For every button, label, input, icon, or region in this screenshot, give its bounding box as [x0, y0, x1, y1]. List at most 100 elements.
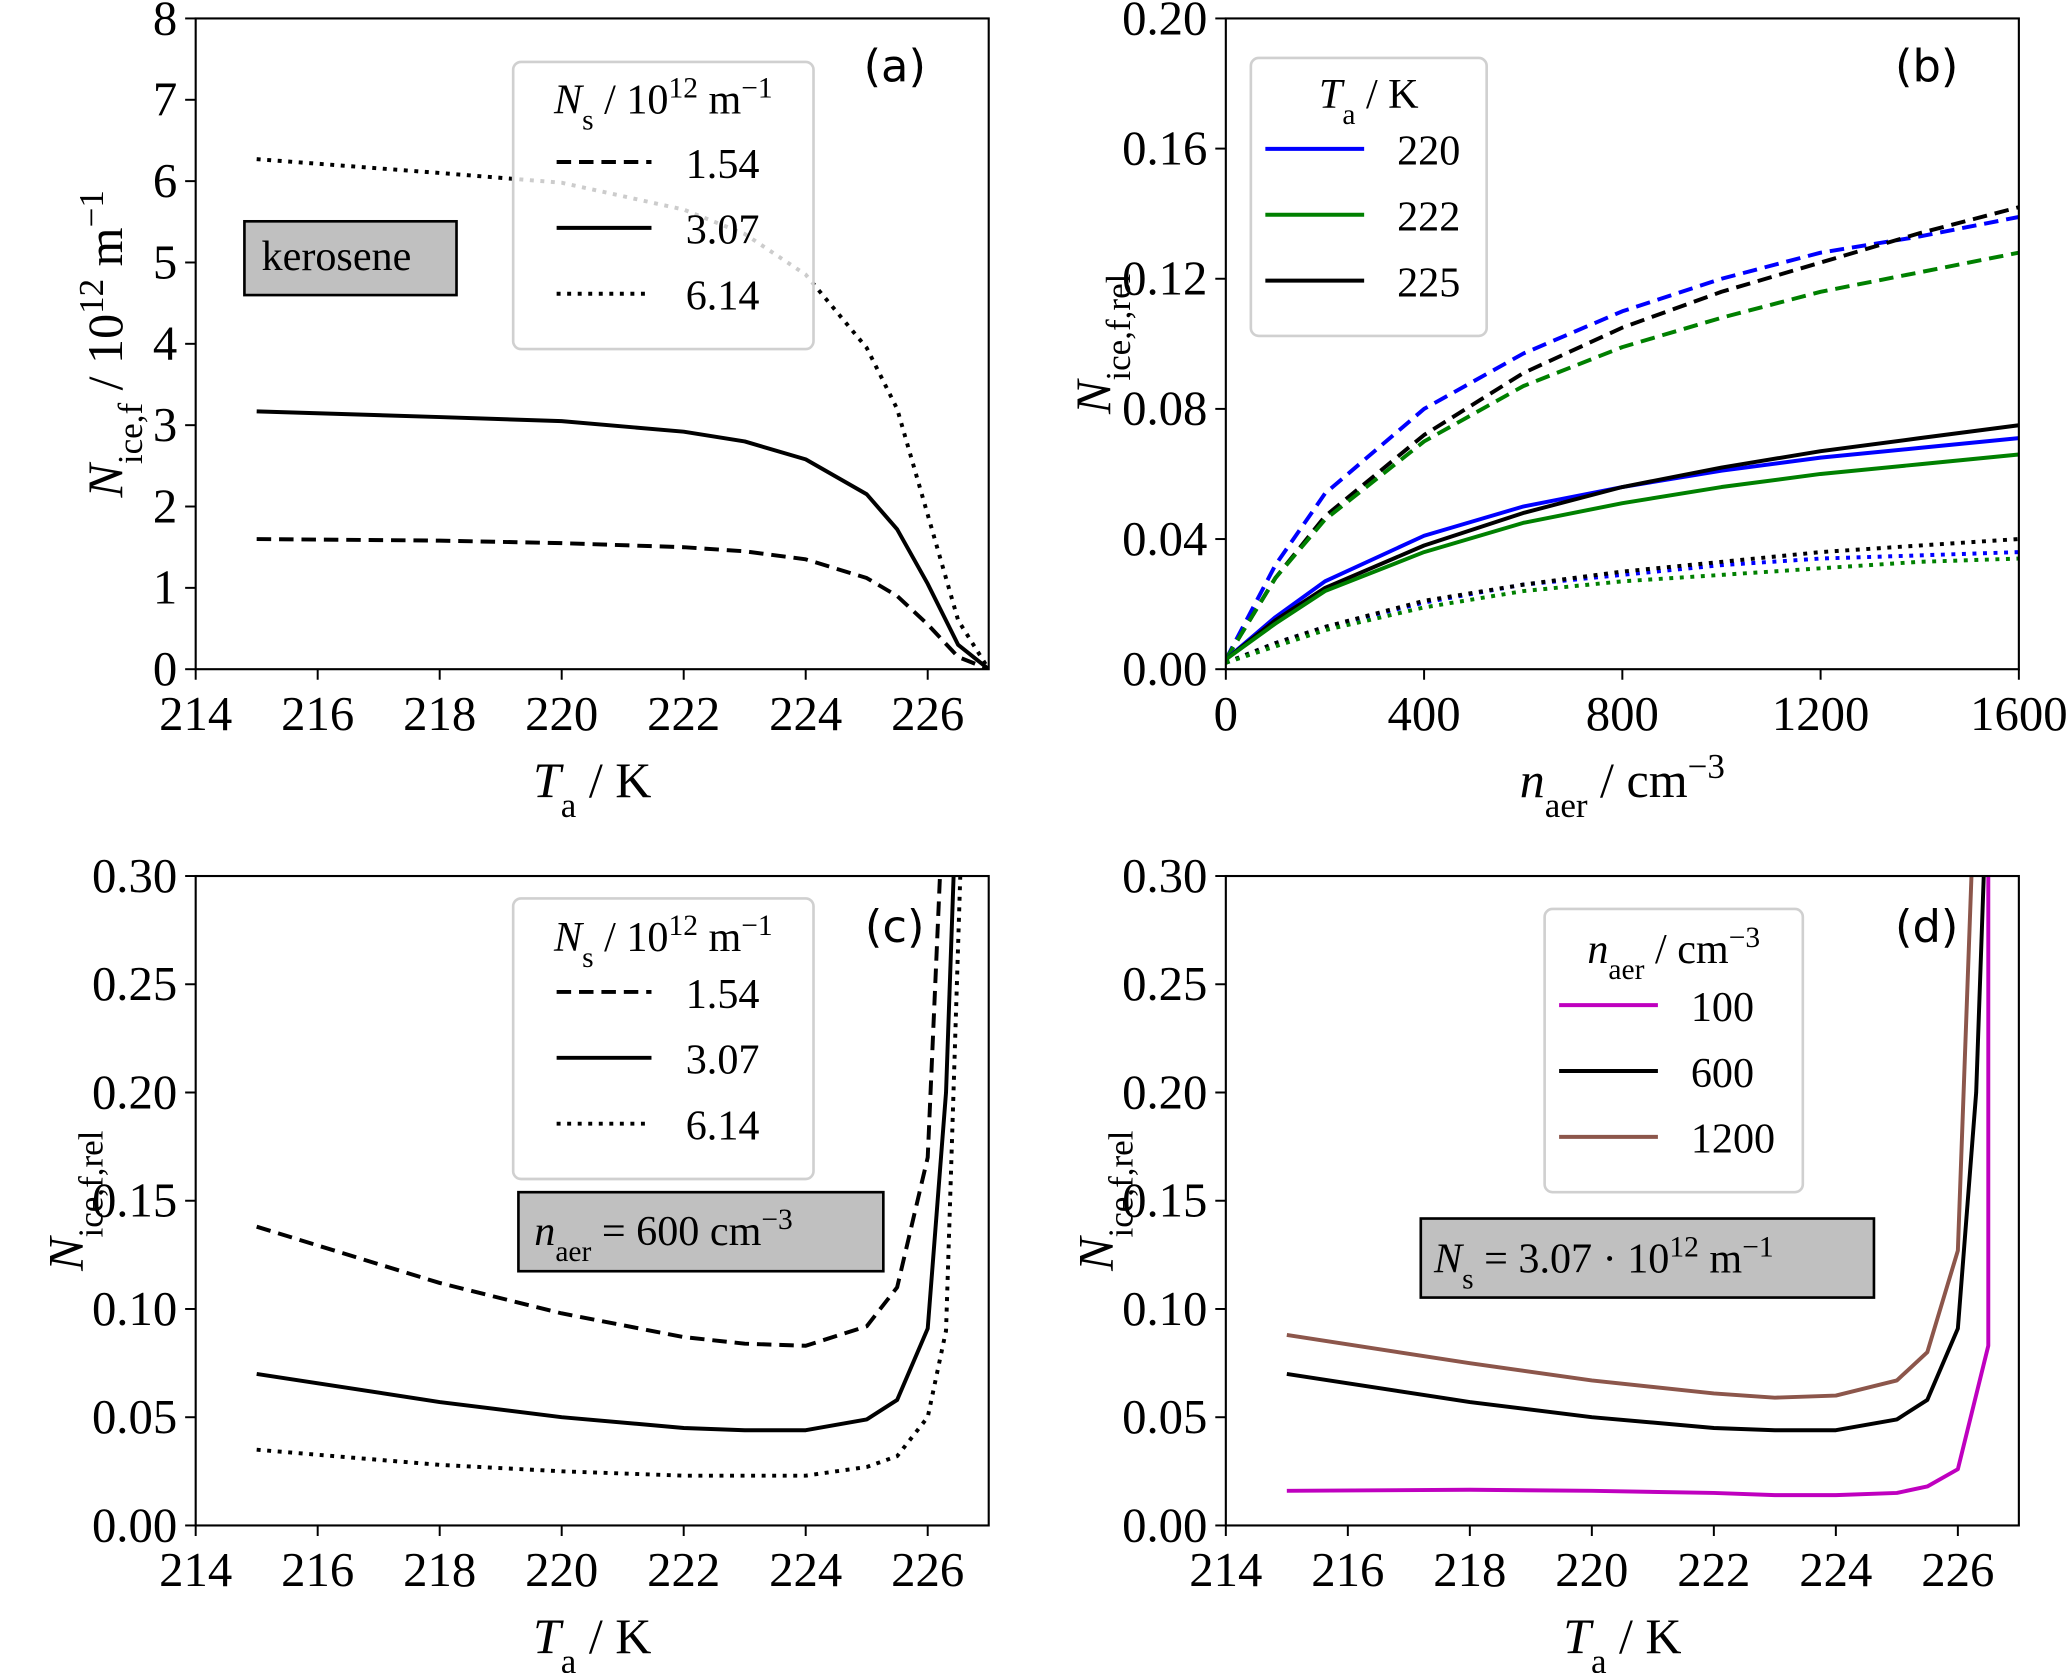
y-tick-label: 0 — [153, 642, 177, 696]
legend-title: Ta / K — [1319, 71, 1419, 131]
x-tick-label: 224 — [769, 687, 842, 741]
legend-title-part: / cm — [1644, 926, 1728, 973]
x-tick-label: 214 — [1189, 1543, 1262, 1597]
legend-box — [511, 60, 815, 351]
annotation-text: kerosene — [262, 233, 412, 280]
y-axis-label-part: ice,f,rel — [1098, 273, 1137, 380]
x-tick-label: 218 — [1433, 1543, 1506, 1597]
legend-title-part: N — [553, 76, 585, 123]
y-tick-label: 0.16 — [1122, 121, 1207, 175]
legend-box — [511, 897, 815, 1181]
legend-entry-label: 225 — [1397, 259, 1460, 306]
x-tick-label: 400 — [1388, 687, 1461, 741]
legend-title-part: / 10 — [594, 914, 669, 961]
x-tick-label: 800 — [1586, 687, 1659, 741]
legend-title-part: aer — [1608, 954, 1644, 986]
annotation-text-part: 12 — [1669, 1232, 1699, 1264]
x-tick-label: 226 — [891, 1543, 964, 1597]
x-axis-label-part: T — [533, 752, 564, 808]
x-tick-label: 226 — [891, 687, 964, 741]
legend-title-part: −1 — [741, 910, 772, 942]
x-tick-label: 224 — [769, 1543, 842, 1597]
annotation-text-part: −3 — [761, 1204, 792, 1236]
x-tick-label: 1600 — [1970, 687, 2067, 741]
y-tick-label: 6 — [153, 154, 177, 208]
legend-entry-label: 100 — [1691, 984, 1754, 1031]
x-tick-label: 218 — [403, 687, 476, 741]
panel-label: (a) — [864, 40, 926, 93]
y-tick-label: 5 — [153, 235, 177, 289]
x-axis-label-part: aer — [1545, 785, 1588, 824]
y-tick-label: 0.30 — [92, 849, 177, 903]
legend: Ns / 1012 m−11.543.076.14 — [511, 60, 815, 351]
x-tick-label: 220 — [525, 1543, 598, 1597]
x-tick-label: 216 — [281, 1543, 354, 1597]
x-axis-label-part: T — [1563, 1608, 1594, 1664]
series-line-222-dotted — [1225, 556, 2019, 665]
legend-entry-label: 1200 — [1691, 1116, 1775, 1163]
y-tick-label: 0.20 — [1122, 1065, 1207, 1119]
y-axis-label-part: m — [77, 227, 133, 279]
series-line-220-dotted — [1225, 550, 2019, 665]
annotation-text-part: = 600 cm — [591, 1208, 761, 1255]
y-tick-label: 3 — [153, 398, 177, 452]
x-axis-label-part: / K — [576, 752, 651, 808]
legend-title-part: s — [582, 104, 593, 136]
legend-title-part: m — [698, 76, 742, 123]
x-tick-label: 214 — [159, 1543, 232, 1597]
annotation-text-part: −1 — [1742, 1232, 1773, 1264]
x-tick-label: 222 — [647, 687, 720, 741]
legend-title-part: n — [1587, 926, 1608, 973]
y-tick-label: 1 — [153, 561, 177, 615]
x-axis-label: Ta / K — [533, 1608, 651, 1673]
legend-title-part: N — [553, 914, 585, 961]
series-line-222-solid — [1225, 452, 2019, 662]
y-tick-label: 0.12 — [1122, 252, 1207, 306]
x-tick-label: 218 — [403, 1543, 476, 1597]
series-line-3.07 — [256, 409, 989, 670]
y-tick-label: 0.25 — [92, 957, 177, 1011]
x-tick-label: 216 — [281, 687, 354, 741]
x-tick-label: 214 — [159, 687, 232, 741]
x-axis-label: Ta / K — [533, 752, 651, 824]
y-axis-label-part: ice,f,rel — [71, 1130, 110, 1237]
annotation-box — [517, 1190, 885, 1273]
series-line-1200 — [1286, 876, 1974, 1400]
panel-d: 214 216 218 220 222 224 226 0.00 0.05 0.10 0.15 0.2… — [1068, 849, 2020, 1673]
y-tick-label: 0.15 — [1122, 1174, 1207, 1228]
x-axis-label-part: a — [561, 1642, 577, 1673]
annotation-box — [243, 219, 458, 297]
y-tick-label: 0.10 — [92, 1282, 177, 1336]
x-axis-label: naer / cm−3 — [1520, 746, 1725, 824]
x-axis-label-part: T — [533, 1608, 564, 1664]
legend-box — [1249, 56, 1488, 338]
x-axis-label-part: / cm — [1588, 752, 1688, 808]
legend-entry-label: 600 — [1691, 1050, 1754, 1097]
x-tick-label: 1200 — [1772, 687, 1869, 741]
y-tick-label: 0.25 — [1122, 957, 1207, 1011]
y-axis-label: Nice,f / 1012 m−1 — [71, 190, 149, 498]
legend-title-part: 12 — [668, 72, 698, 104]
y-axis-label-part: N — [77, 462, 133, 499]
legend-box — [1543, 907, 1805, 1194]
y-axis-label-part: N — [1065, 378, 1121, 415]
legend-title: Ns / 1012 m−1 — [553, 910, 773, 974]
legend-entry-label: 6.14 — [686, 273, 760, 320]
legend: Ns / 1012 m−11.543.076.14 — [511, 897, 815, 1181]
y-tick-label: 0.00 — [92, 1498, 177, 1552]
x-tick-label: 224 — [1799, 1543, 1872, 1597]
series-line-225-solid — [1225, 423, 2019, 662]
y-axis-label: Nice,f,rel — [1068, 1130, 1141, 1272]
panel-c: 214 216 218 220 222 224 226 0.00 0.05 0.10 0.15 0.2… — [37, 849, 990, 1673]
legend-title-part: 12 — [668, 910, 698, 942]
y-tick-label: 0.30 — [1122, 849, 1207, 903]
series-line-222-dashed — [1225, 250, 2019, 661]
legend-entry-label: 222 — [1397, 194, 1460, 241]
legend-title: naer / cm−3 — [1587, 922, 1760, 986]
legend-entry-label: 220 — [1397, 128, 1460, 175]
y-tick-label: 0.00 — [1122, 1498, 1207, 1552]
annotation-text: Ns = 3.07 · 1012 m−1 — [1433, 1232, 1774, 1296]
